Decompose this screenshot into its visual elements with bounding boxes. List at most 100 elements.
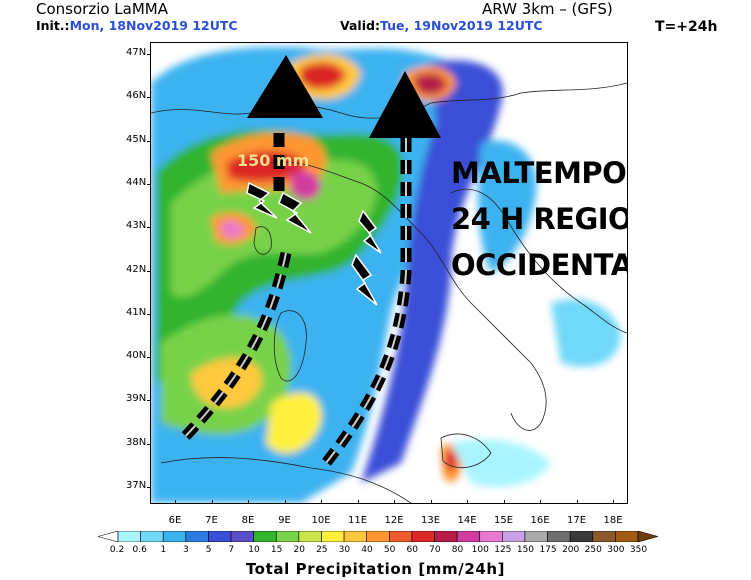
lon-tick — [576, 500, 578, 504]
colorbar-label: 3 — [183, 545, 189, 555]
lat-tick — [147, 270, 151, 272]
lon-tick — [175, 500, 176, 504]
colorbar-segment — [321, 531, 345, 542]
lon-label: 10E — [311, 515, 331, 526]
headline-line-1: MALTEMPO PER — [451, 156, 627, 190]
lon-label: 13E — [420, 515, 441, 526]
colorbar-label: 70 — [429, 545, 441, 555]
colorbar-segment — [569, 531, 594, 542]
lat-tick — [147, 140, 151, 142]
init-time: Init.:Mon, 18Nov2019 12UTC — [36, 18, 238, 33]
lon-label: 11E — [347, 515, 368, 526]
triangle-up-icon — [247, 55, 323, 118]
colorbar-segment — [547, 531, 571, 542]
lat-label: 40N — [126, 350, 147, 362]
lon-label: 15E — [493, 515, 514, 526]
colorbar-segment — [366, 531, 390, 542]
lat-label: 37N — [126, 480, 147, 491]
lon-label: 16E — [530, 515, 550, 526]
lon-tick — [321, 500, 322, 504]
colorbar-segment — [479, 531, 503, 542]
colorbar-segment — [298, 531, 322, 542]
colorbar-label: 20 — [293, 545, 305, 555]
lat-tick — [147, 443, 151, 445]
precipitation-field — [151, 46, 621, 503]
lat-label: 39N — [126, 393, 147, 405]
lightning-bolt-icon — [278, 191, 312, 234]
map-canvas — [151, 43, 627, 503]
lat-label: 42N — [126, 263, 147, 275]
headline-line-2: 24 H REGIONI — [451, 202, 627, 236]
lat-tick — [147, 54, 151, 55]
colorbar-label: 1 — [160, 545, 167, 555]
colorbar-label: 200 — [562, 545, 580, 555]
lat-label: 46N — [126, 90, 147, 102]
triangle-up-icon — [369, 71, 441, 138]
legend-title: Total Precipitation [mm/24h] — [245, 560, 506, 578]
amount-label: 150 mm — [237, 151, 310, 170]
precipitation-map: 150 mm MALTEMPO PER 24 H REGIONI OCCIDEN… — [150, 42, 628, 504]
colorbar-label: 40 — [361, 545, 373, 555]
colorbar-label: 80 — [451, 545, 464, 555]
colorbar-segment — [389, 531, 413, 542]
colorbar-segment — [162, 531, 187, 542]
lon-tick — [211, 500, 213, 504]
forecast-step: T=+24h — [655, 19, 718, 35]
colorbar-label: 15 — [270, 545, 283, 555]
colorbar-segment — [434, 531, 458, 542]
lat-tick — [147, 487, 151, 488]
valid-value: Tue, 19Nov2019 12UTC — [379, 18, 543, 33]
headline-line-3: OCCIDENTALI — [451, 248, 627, 282]
lon-label: 7E — [205, 515, 218, 526]
colorbar-segment — [592, 531, 616, 542]
lon-tick — [248, 500, 249, 504]
lat-label: 44N — [126, 176, 147, 188]
colorbar-segment — [615, 531, 639, 542]
lat-label: 41N — [126, 306, 147, 318]
lat-tick — [147, 313, 151, 315]
colorbar-label: 350 — [629, 545, 648, 555]
lon-label: 8E — [241, 515, 255, 526]
init-value: Mon, 18Nov2019 12UTC — [69, 18, 238, 33]
colorbar-label: 7 — [228, 545, 235, 555]
init-prefix: Init.: — [36, 18, 70, 33]
model-title: ARW 3km – (GFS) — [482, 0, 613, 18]
lon-label: 9E — [278, 515, 291, 526]
colorbar-label: 300 — [607, 545, 625, 555]
colorbar-label: 175 — [539, 545, 557, 555]
colorbar-segment — [117, 531, 141, 542]
lat-tick — [147, 400, 151, 402]
colorbar-segment — [343, 531, 367, 542]
lon-tick — [467, 500, 468, 504]
colorbar-segment — [98, 531, 119, 542]
valid-prefix: Valid: — [340, 18, 380, 33]
colorbar-segment — [140, 531, 164, 542]
lat-label: 45N — [126, 133, 147, 145]
colorbar — [98, 531, 658, 542]
lat-tick — [147, 183, 151, 185]
colorbar-segment — [253, 531, 277, 542]
colorbar-segment — [637, 531, 658, 542]
colorbar-segment — [275, 531, 300, 542]
lat-label: 43N — [126, 220, 147, 232]
lon-label: 18E — [603, 515, 623, 526]
colorbar-label: 0.2 — [109, 545, 125, 555]
lightning-bolt-icon — [358, 209, 382, 254]
colorbar-segment — [185, 531, 209, 542]
colorbar-label: 25 — [316, 545, 328, 555]
colorbar-segment — [524, 531, 548, 542]
lon-tick — [394, 500, 395, 504]
lon-tick — [357, 500, 359, 504]
colorbar-label: 0.6 — [132, 545, 147, 555]
colorbar-label: 250 — [584, 545, 602, 555]
lon-tick — [284, 500, 286, 504]
colorbar-label: 10 — [248, 545, 260, 555]
colorbar-segment — [230, 531, 254, 542]
colorbar-label: 100 — [471, 545, 489, 555]
org-title: Consorzio LaMMA — [36, 0, 168, 18]
lat-tick — [147, 357, 151, 359]
valid-time: Valid:Tue, 19Nov2019 12UTC — [340, 18, 543, 33]
lat-tick — [147, 227, 151, 229]
lat-label: 38N — [126, 436, 147, 448]
lat-tick — [147, 97, 151, 99]
